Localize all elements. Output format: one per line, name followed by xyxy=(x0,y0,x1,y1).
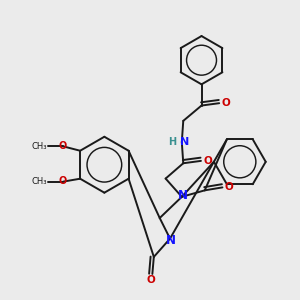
Text: N: N xyxy=(179,137,189,147)
Text: O: O xyxy=(221,98,230,108)
Text: O: O xyxy=(146,275,155,285)
Text: N: N xyxy=(177,189,188,202)
Text: O: O xyxy=(59,176,67,186)
Text: N: N xyxy=(166,234,176,247)
Text: O: O xyxy=(203,156,212,166)
Text: H: H xyxy=(168,137,176,147)
Text: O: O xyxy=(59,141,67,151)
Text: O: O xyxy=(224,182,233,192)
Text: CH₃: CH₃ xyxy=(32,142,47,151)
Text: CH₃: CH₃ xyxy=(32,177,47,186)
